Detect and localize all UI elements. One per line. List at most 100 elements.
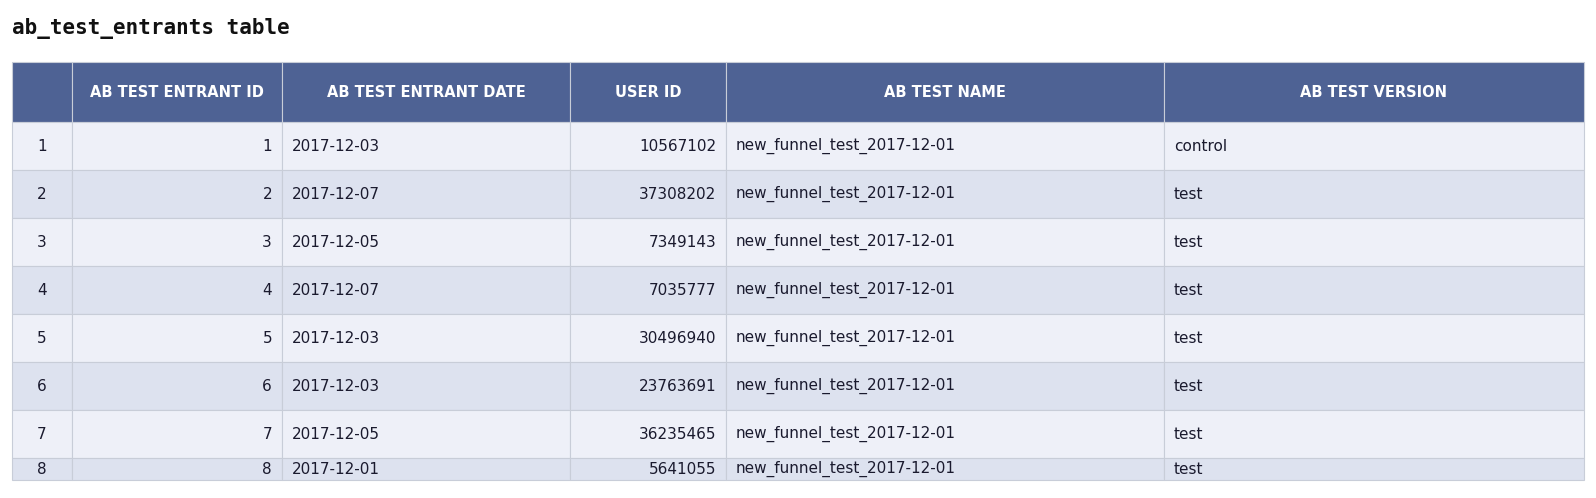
Bar xyxy=(72,122,282,170)
Bar xyxy=(726,266,1163,314)
Bar xyxy=(1163,314,1583,362)
Bar xyxy=(72,170,282,218)
Bar xyxy=(72,362,282,410)
Text: 7: 7 xyxy=(262,426,271,442)
Text: 4: 4 xyxy=(37,282,46,297)
Text: 3: 3 xyxy=(37,235,46,249)
Bar xyxy=(13,170,72,218)
Text: 1: 1 xyxy=(262,138,271,153)
Text: test: test xyxy=(1175,282,1203,297)
Bar xyxy=(726,218,1163,266)
Text: AB TEST ENTRANT ID: AB TEST ENTRANT ID xyxy=(89,85,263,100)
Text: 2017-12-07: 2017-12-07 xyxy=(292,186,380,202)
Text: 2017-12-03: 2017-12-03 xyxy=(292,138,380,153)
Text: USER ID: USER ID xyxy=(614,85,681,100)
Text: 6: 6 xyxy=(262,378,271,393)
Text: new_funnel_test_2017-12-01: new_funnel_test_2017-12-01 xyxy=(736,378,956,394)
Bar xyxy=(726,362,1163,410)
Text: test: test xyxy=(1175,378,1203,393)
Text: new_funnel_test_2017-12-01: new_funnel_test_2017-12-01 xyxy=(736,234,956,250)
Bar xyxy=(570,458,726,480)
Bar xyxy=(726,62,1163,122)
Text: new_funnel_test_2017-12-01: new_funnel_test_2017-12-01 xyxy=(736,282,956,298)
Text: new_funnel_test_2017-12-01: new_funnel_test_2017-12-01 xyxy=(736,186,956,202)
Text: 5: 5 xyxy=(262,331,271,346)
Text: 8: 8 xyxy=(37,462,46,477)
Bar xyxy=(726,458,1163,480)
Bar xyxy=(570,362,726,410)
Bar xyxy=(72,458,282,480)
Bar xyxy=(1163,62,1583,122)
Text: 36235465: 36235465 xyxy=(638,426,717,442)
Bar xyxy=(570,410,726,458)
Bar xyxy=(282,314,570,362)
Text: test: test xyxy=(1175,235,1203,249)
Bar xyxy=(13,122,72,170)
Bar xyxy=(1163,122,1583,170)
Bar xyxy=(13,362,72,410)
Text: 7: 7 xyxy=(37,426,46,442)
Text: 3: 3 xyxy=(262,235,271,249)
Bar xyxy=(282,362,570,410)
Text: test: test xyxy=(1175,426,1203,442)
Bar xyxy=(726,410,1163,458)
Bar xyxy=(282,266,570,314)
Bar xyxy=(1163,218,1583,266)
Text: 7349143: 7349143 xyxy=(648,235,717,249)
Bar xyxy=(570,266,726,314)
Bar xyxy=(72,266,282,314)
Bar xyxy=(13,266,72,314)
Text: 8: 8 xyxy=(262,462,271,477)
Text: 7035777: 7035777 xyxy=(648,282,717,297)
Bar xyxy=(1163,362,1583,410)
Bar xyxy=(570,62,726,122)
Text: new_funnel_test_2017-12-01: new_funnel_test_2017-12-01 xyxy=(736,426,956,442)
Bar xyxy=(72,218,282,266)
Bar xyxy=(13,314,72,362)
Text: 2: 2 xyxy=(262,186,271,202)
Bar xyxy=(13,62,72,122)
Text: test: test xyxy=(1175,331,1203,346)
Bar xyxy=(1163,410,1583,458)
Text: ab_test_entrants table: ab_test_entrants table xyxy=(13,18,290,39)
Bar xyxy=(570,314,726,362)
Text: 2017-12-03: 2017-12-03 xyxy=(292,331,380,346)
Bar xyxy=(282,218,570,266)
Text: 2017-12-01: 2017-12-01 xyxy=(292,462,380,477)
Text: AB TEST NAME: AB TEST NAME xyxy=(884,85,1005,100)
Bar xyxy=(282,122,570,170)
Bar xyxy=(282,170,570,218)
Bar xyxy=(1163,266,1583,314)
Bar xyxy=(726,170,1163,218)
Bar xyxy=(13,218,72,266)
Text: new_funnel_test_2017-12-01: new_funnel_test_2017-12-01 xyxy=(736,330,956,346)
Bar xyxy=(72,410,282,458)
Text: 2017-12-03: 2017-12-03 xyxy=(292,378,380,393)
Bar xyxy=(72,314,282,362)
Bar xyxy=(570,170,726,218)
Bar xyxy=(13,410,72,458)
Text: 5: 5 xyxy=(37,331,46,346)
Bar xyxy=(570,218,726,266)
Text: 30496940: 30496940 xyxy=(638,331,717,346)
Text: 37308202: 37308202 xyxy=(638,186,717,202)
Text: 1: 1 xyxy=(37,138,46,153)
Bar xyxy=(726,314,1163,362)
Bar xyxy=(1163,458,1583,480)
Text: control: control xyxy=(1175,138,1227,153)
Bar xyxy=(1163,170,1583,218)
Text: 4: 4 xyxy=(262,282,271,297)
Bar xyxy=(570,122,726,170)
Bar xyxy=(13,458,72,480)
Text: 2017-12-07: 2017-12-07 xyxy=(292,282,380,297)
Text: AB TEST VERSION: AB TEST VERSION xyxy=(1301,85,1448,100)
Text: new_funnel_test_2017-12-01: new_funnel_test_2017-12-01 xyxy=(736,461,956,477)
Text: new_funnel_test_2017-12-01: new_funnel_test_2017-12-01 xyxy=(736,138,956,154)
Bar xyxy=(282,410,570,458)
Text: 2017-12-05: 2017-12-05 xyxy=(292,235,380,249)
Bar xyxy=(726,122,1163,170)
Bar xyxy=(72,62,282,122)
Text: test: test xyxy=(1175,462,1203,477)
Text: 10567102: 10567102 xyxy=(638,138,717,153)
Text: 6: 6 xyxy=(37,378,46,393)
